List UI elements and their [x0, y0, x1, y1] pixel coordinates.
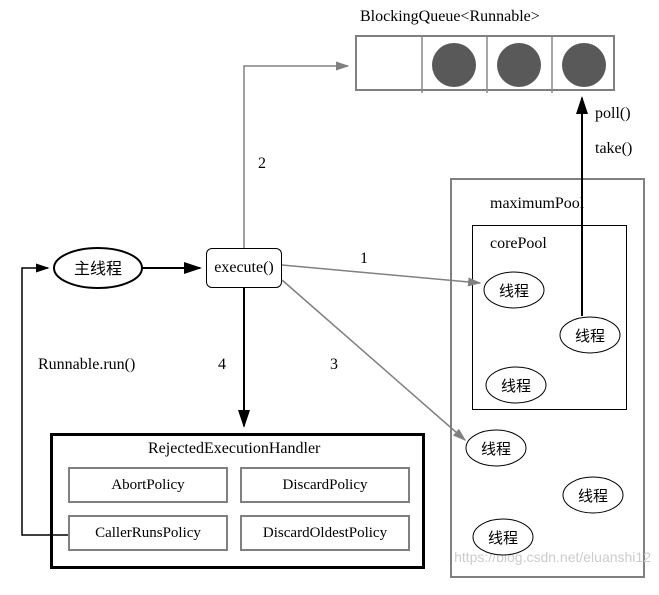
poll-label: poll() [595, 105, 631, 123]
edge-label-4: 4 [218, 356, 226, 374]
title-label: BlockingQueue<Runnable> [360, 8, 540, 26]
edge-label-1: 1 [360, 250, 368, 268]
blocking-queue-box [355, 35, 615, 91]
policy-abort-label: AbortPolicy [111, 477, 184, 494]
policy-discard-oldest-label: DiscardOldestPolicy [263, 525, 387, 542]
main-thread-label: 主线程 [74, 260, 122, 278]
edge-execute-max [282, 280, 465, 440]
edge-label-2: 2 [258, 155, 266, 173]
main-thread-node [54, 248, 142, 288]
watermark-label: https://blog.csdn.net/eluanshi12 [454, 549, 651, 565]
execute-label: execute() [214, 259, 274, 277]
policy-caller-runs: CallerRunsPolicy [68, 515, 228, 551]
policy-discard-oldest: DiscardOldestPolicy [240, 515, 410, 551]
policy-abort: AbortPolicy [68, 467, 228, 503]
execute-node: execute() [206, 248, 282, 288]
maximum-pool-label: maximumPool [490, 195, 584, 213]
edge-label-3: 3 [330, 356, 338, 374]
policy-caller-runs-label: CallerRunsPolicy [95, 525, 201, 542]
rejected-handler-label: RejectedExecutionHandler [148, 440, 320, 458]
runnable-run-label: Runnable.run() [38, 356, 135, 374]
queue-cells [357, 37, 617, 93]
take-label: take() [595, 140, 632, 158]
policy-discard: DiscardPolicy [240, 467, 410, 503]
core-pool-label: corePool [490, 235, 547, 253]
policy-discard-label: DiscardPolicy [283, 477, 368, 494]
